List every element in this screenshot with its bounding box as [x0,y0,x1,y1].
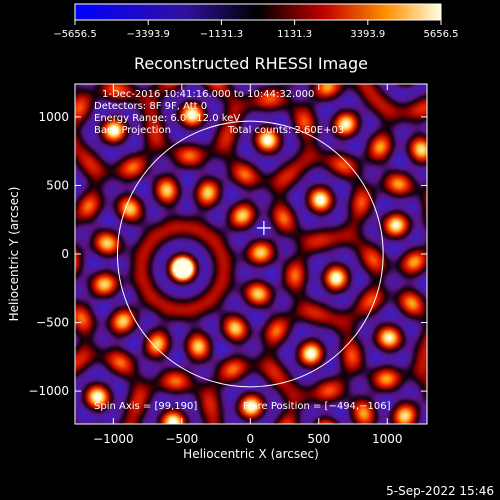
x-tick-label: −500 [165,432,198,446]
x-tick-label: 1000 [372,432,403,446]
solar-limb-circle [116,120,384,388]
x-axis-label: Heliocentric X (arcsec) [183,447,319,461]
y-tick-label: 1000 [38,110,69,124]
timestamp: 5-Sep-2022 15:46 [386,484,494,498]
colorbar-tick-label: −3393.9 [127,29,170,40]
total-counts-label: Total counts: 2.60E+03 [227,125,344,136]
y-tick-label: 500 [46,178,69,192]
plot-title: Reconstructed RHESSI Image [134,54,368,73]
colorbar-tick-label: 3393.9 [350,29,385,40]
colorbar-tick-label: −1131.3 [200,29,243,40]
y-axis-label: Heliocentric Y (arcsec) [7,187,21,322]
colorbar-tick-label: 1131.3 [277,29,312,40]
rhessi-back-projection-image [75,84,427,424]
time-range-label: 1-Dec-2016 10:41:16.000 to 10:44:32.000 [102,89,314,100]
axis-ticks: −1000 −500 0 500 1000 1000 500 0 −500 −1000 [28,84,427,446]
y-tick-label: 0 [61,247,69,261]
colorbar-tick-label: −5656.5 [53,29,96,40]
spin-axis-label: Spin Axis = [99,190] [94,401,197,412]
y-tick-label: −500 [36,316,69,330]
energy-range-label: Energy Range: 6.0 - 12.0 keV [94,113,240,124]
x-tick-label: −1000 [93,432,134,446]
colorbar-tick-label: 5656.5 [424,29,459,40]
colorbar-ticks: −5656.5 −3393.9 −1131.3 1131.3 3393.9 5656.5 [53,20,459,40]
x-tick-label: 500 [307,432,330,446]
x-tick-label: 0 [246,432,254,446]
center-cross-icon [256,220,271,235]
y-tick-label: −1000 [28,384,69,398]
method-label: Back Projection [94,125,171,136]
detectors-label: Detectors: 8F 9F, Att 0 [94,101,207,112]
colorbar [74,3,442,21]
flare-position-label: Flare Position = [−494,−106] [243,401,391,412]
